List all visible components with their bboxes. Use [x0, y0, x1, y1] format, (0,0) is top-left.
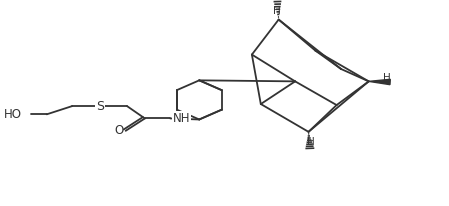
Text: HO: HO [4, 108, 22, 121]
Polygon shape [369, 79, 390, 85]
Text: H: H [383, 73, 391, 83]
Text: H: H [273, 6, 281, 16]
Text: S: S [96, 99, 104, 113]
Text: H: H [307, 137, 315, 147]
Text: NH: NH [172, 112, 190, 125]
Text: O: O [114, 124, 123, 137]
